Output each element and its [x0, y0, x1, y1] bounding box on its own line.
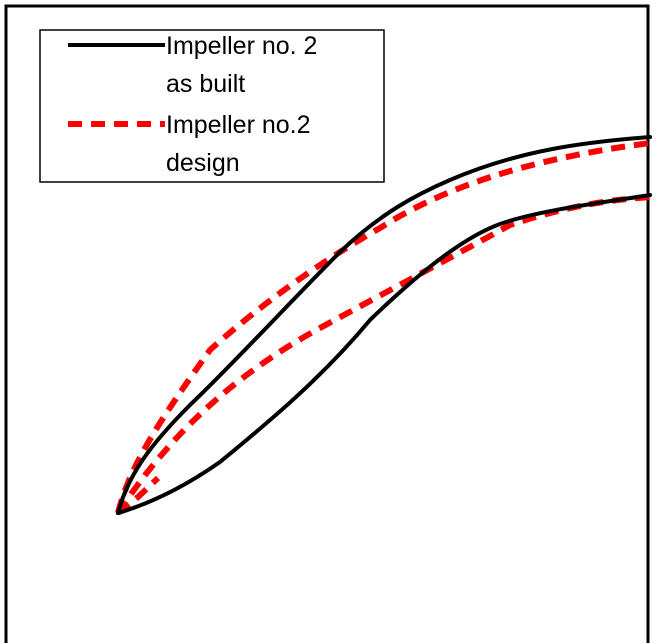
as-built-blade-profile: [116, 135, 652, 515]
as-built-suction-side-curve: [116, 135, 652, 515]
design-suction-side-curve: [115, 140, 651, 514]
legend-item-design-line1: Impeller no.2: [166, 111, 311, 139]
legend-item-design-line2: design: [166, 149, 240, 177]
legend: Impeller no. 2 as built Impeller no.2 de…: [39, 29, 385, 183]
as-built-pressure-side-curve: [116, 193, 652, 515]
legend-box: [39, 29, 385, 183]
legend-item-as-built-line1: Impeller no. 2: [166, 32, 317, 60]
design-leading-edge: [116, 475, 161, 516]
legend-item-as-built-line2: as built: [166, 70, 245, 98]
